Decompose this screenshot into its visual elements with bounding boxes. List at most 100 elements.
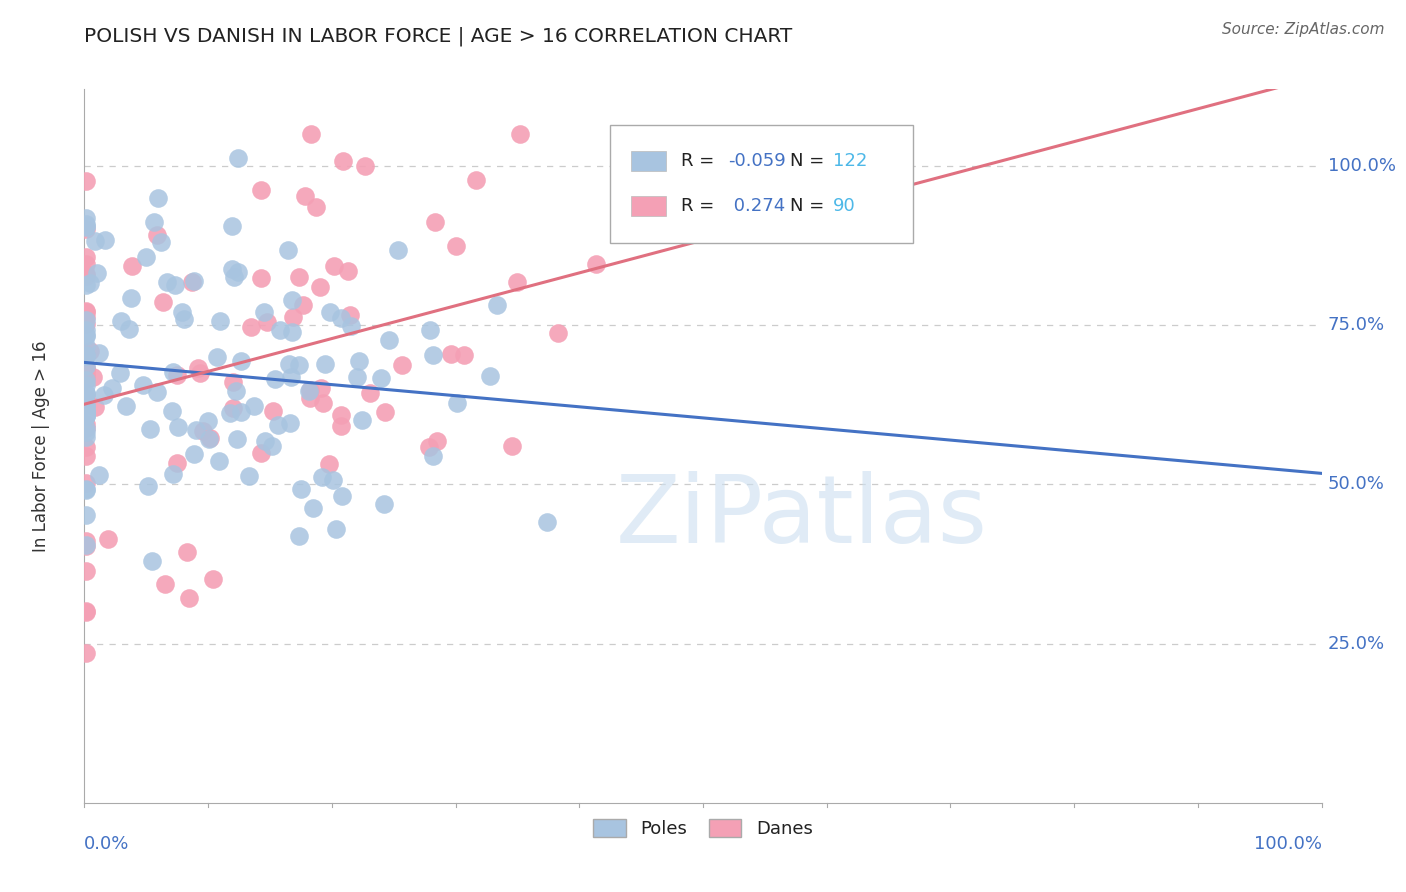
Point [322, 473, 344, 487]
Point [75, 317, 97, 331]
Point [281, 293, 304, 307]
Point [110, 367, 132, 381]
Point [862, 189, 884, 203]
Point [329, 311, 352, 326]
Point [183, 274, 205, 288]
Point [422, 449, 444, 463]
Point [209, 314, 232, 328]
Point [339, 308, 361, 322]
Point [156, 276, 179, 290]
Point [139, 422, 162, 436]
Point [250, 271, 273, 285]
Point [75, 540, 97, 554]
Point [253, 305, 276, 319]
Point [188, 366, 211, 380]
Point [146, 384, 169, 399]
Point [312, 396, 335, 410]
Point [75, 508, 97, 522]
Point [226, 432, 249, 446]
Point [84, 400, 107, 414]
Point [75, 405, 97, 419]
Point [75, 386, 97, 401]
Point [311, 470, 333, 484]
Point [299, 383, 322, 397]
Point [75, 218, 97, 232]
Text: N =: N = [790, 196, 830, 214]
Point [75, 219, 97, 234]
Point [176, 545, 198, 559]
Point [288, 529, 311, 543]
Point [75, 305, 97, 319]
Point [280, 370, 302, 384]
Point [323, 259, 346, 273]
Point [75, 483, 97, 497]
Point [359, 385, 381, 400]
Point [336, 264, 359, 278]
Point [75, 404, 97, 418]
Point [585, 257, 607, 271]
Point [75, 211, 97, 226]
Point [82, 370, 104, 384]
Point [226, 152, 249, 166]
Point [186, 423, 208, 437]
Point [283, 310, 305, 325]
Point [75, 338, 97, 352]
Point [75, 386, 97, 401]
Point [221, 261, 243, 276]
Point [228, 264, 250, 278]
Point [136, 479, 159, 493]
Point [75, 370, 97, 384]
Point [146, 191, 169, 205]
Point [446, 395, 468, 409]
Point [150, 235, 173, 249]
Point [239, 319, 262, 334]
Point [243, 400, 266, 414]
Point [298, 384, 321, 398]
Point [152, 295, 174, 310]
Point [262, 439, 284, 453]
Point [221, 375, 243, 389]
Point [75, 303, 97, 318]
Point [120, 291, 142, 305]
Point [319, 305, 342, 319]
Text: 100.0%: 100.0% [1254, 835, 1322, 853]
Point [231, 354, 253, 368]
Point [166, 368, 188, 383]
Point [422, 348, 444, 362]
Point [97, 532, 120, 546]
Point [75, 328, 97, 343]
Legend: Poles, Danes: Poles, Danes [585, 811, 821, 847]
Point [478, 368, 501, 383]
Point [440, 347, 463, 361]
Point [75, 371, 97, 385]
Point [330, 408, 353, 422]
Point [166, 457, 188, 471]
Point [75, 398, 97, 412]
Point [162, 404, 184, 418]
Text: -0.059: -0.059 [728, 152, 786, 169]
Point [349, 354, 371, 368]
Point [208, 454, 231, 468]
Point [305, 200, 328, 214]
Point [238, 468, 260, 483]
Point [256, 314, 278, 328]
Point [201, 572, 224, 586]
Point [75, 449, 97, 463]
Point [75, 564, 97, 578]
Point [75, 312, 97, 326]
Text: N =: N = [790, 152, 830, 169]
Point [444, 239, 467, 253]
Point [75, 361, 97, 376]
Point [75, 362, 97, 376]
Point [114, 399, 136, 413]
Point [506, 275, 529, 289]
Point [86, 266, 108, 280]
Point [172, 304, 194, 318]
Point [162, 467, 184, 482]
Point [75, 268, 97, 283]
Point [75, 373, 97, 387]
Point [75, 386, 97, 401]
Point [329, 418, 352, 433]
Point [75, 538, 97, 552]
Point [197, 414, 219, 428]
